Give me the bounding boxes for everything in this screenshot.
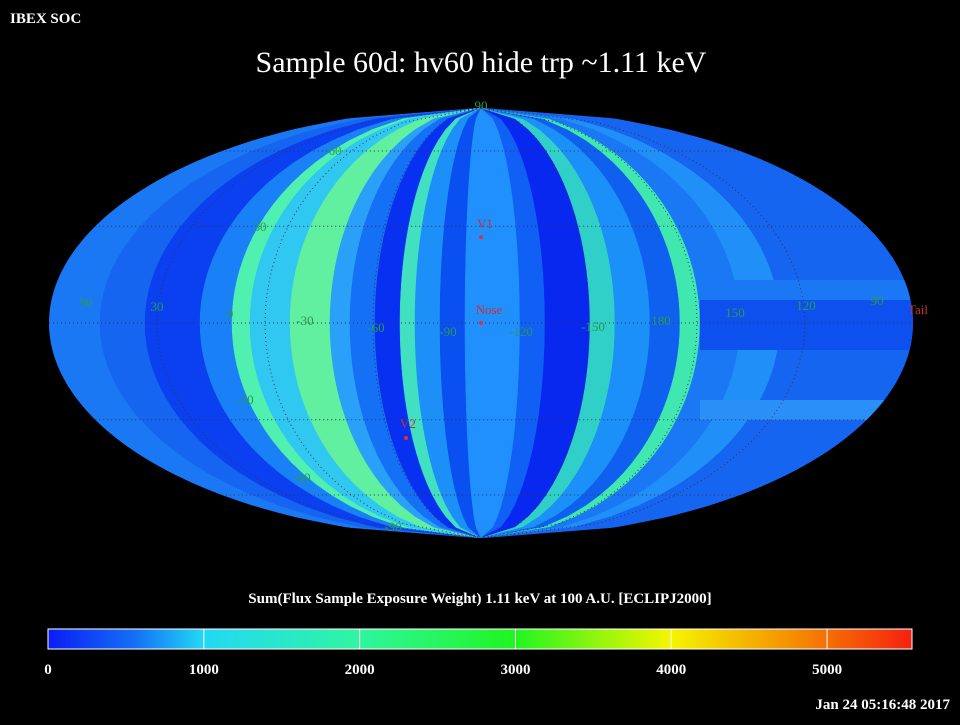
marker-label: Tail	[908, 302, 928, 317]
meridian	[372, 107, 482, 539]
sky-map	[49, 108, 913, 538]
grid-label: 90	[475, 98, 488, 113]
band	[700, 280, 913, 300]
timestamp: Jan 24 05:16:48 2017	[815, 697, 950, 713]
meridian	[264, 107, 482, 539]
colorbar-ticks: 0 1000 2000 3000 4000 5000	[44, 629, 842, 678]
grid-label: -30	[296, 313, 313, 328]
marker-label: V1	[477, 216, 493, 231]
colorbar-tick-label: 3000	[500, 662, 530, 678]
colorbar-tick-label: 2000	[345, 662, 375, 678]
title: Sample 60d: hv60 hide trp ~1.11 keV	[256, 46, 707, 79]
marker	[479, 321, 483, 325]
grid-label: -60	[293, 470, 310, 485]
colorbar-tick-label: 5000	[812, 662, 842, 678]
grid-label: -90	[439, 324, 456, 339]
marker-label: V2	[400, 416, 416, 431]
colorbar-tick-label: 1000	[189, 662, 219, 678]
grid-label: -120	[509, 324, 533, 339]
marker	[404, 436, 408, 440]
grid-label: 60	[329, 143, 342, 158]
grid-label: 120	[796, 298, 816, 313]
grid-label: -90	[384, 519, 401, 534]
colorbar-tick-label: 0	[44, 662, 52, 678]
grid-label: 30	[151, 299, 164, 314]
grid-label: -60	[367, 320, 384, 335]
meridian	[480, 107, 590, 539]
colorbar-tick-label: 4000	[656, 662, 686, 678]
map-labels: 90 60 30 90 30 0 -30 -60 -90 -120 -150 180 150 120 90 -…	[80, 98, 929, 534]
band	[700, 400, 913, 420]
colorbar-title: Sum(Flux Sample Exposure Weight) 1.11 ke…	[248, 591, 711, 607]
grid-label: -30	[236, 392, 253, 407]
grid-label: 90	[871, 293, 884, 308]
grid-label: 180	[651, 313, 671, 328]
band	[700, 300, 913, 350]
sky-stripe	[480, 108, 913, 538]
marker-label: Nose	[476, 302, 503, 317]
meridian	[480, 107, 698, 539]
app-label: IBEX SOC	[10, 11, 81, 27]
grid-label: 0	[227, 306, 234, 321]
grid-label: -150	[581, 319, 605, 334]
marker	[479, 235, 483, 239]
grid-label: 30	[254, 219, 267, 234]
grid-label: 90	[80, 295, 93, 310]
colorbar	[47, 628, 913, 650]
grid-label: 150	[725, 305, 745, 320]
